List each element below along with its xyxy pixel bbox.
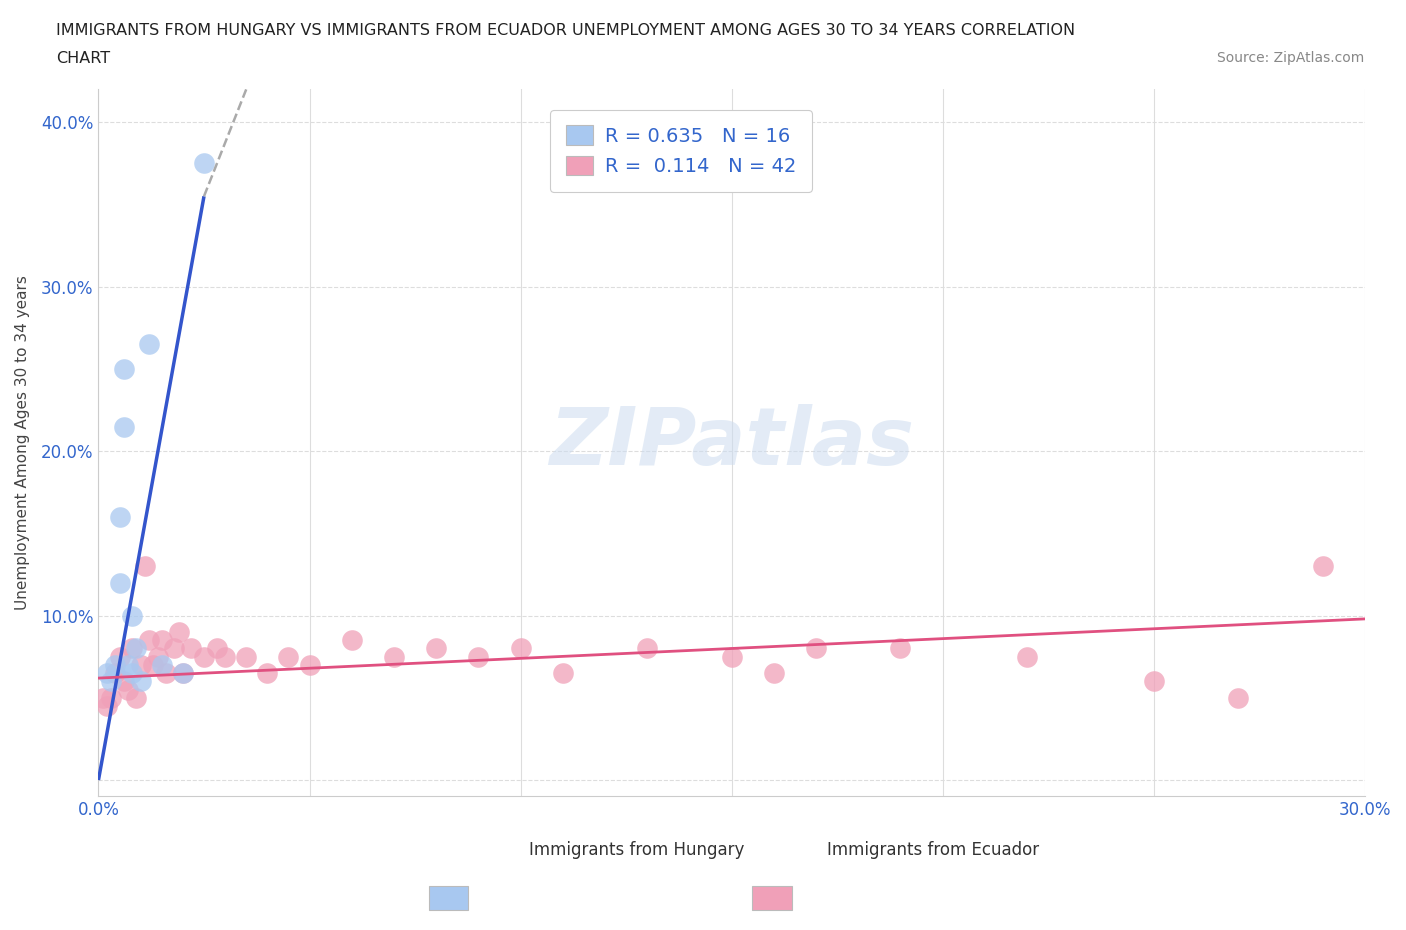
Point bbox=[193, 156, 215, 171]
Point bbox=[104, 658, 127, 672]
Point bbox=[636, 641, 658, 656]
Point bbox=[146, 649, 169, 664]
Point bbox=[100, 690, 122, 705]
Legend: R = 0.635   N = 16, R =  0.114   N = 42: R = 0.635 N = 16, R = 0.114 N = 42 bbox=[550, 110, 811, 192]
Point bbox=[205, 641, 228, 656]
Point bbox=[121, 666, 143, 681]
Point bbox=[125, 690, 148, 705]
Point bbox=[889, 641, 911, 656]
Point bbox=[121, 608, 143, 623]
Point bbox=[96, 666, 118, 681]
Point bbox=[112, 362, 135, 377]
Point bbox=[425, 641, 447, 656]
Point bbox=[214, 649, 236, 664]
Point bbox=[129, 658, 152, 672]
Point bbox=[235, 649, 257, 664]
Point bbox=[125, 641, 148, 656]
Point bbox=[117, 683, 139, 698]
Y-axis label: Unemployment Among Ages 30 to 34 years: Unemployment Among Ages 30 to 34 years bbox=[15, 275, 30, 610]
Point bbox=[108, 649, 131, 664]
Point bbox=[167, 625, 190, 640]
Point bbox=[155, 666, 177, 681]
Point bbox=[91, 690, 114, 705]
Point bbox=[138, 337, 160, 352]
Point bbox=[121, 641, 143, 656]
Point bbox=[150, 658, 173, 672]
Point bbox=[382, 649, 405, 664]
Point bbox=[108, 510, 131, 525]
Point bbox=[172, 666, 194, 681]
Point bbox=[138, 632, 160, 647]
Point bbox=[509, 641, 531, 656]
Point bbox=[112, 419, 135, 434]
Point bbox=[193, 649, 215, 664]
Point bbox=[163, 641, 186, 656]
Text: CHART: CHART bbox=[56, 51, 110, 66]
Point bbox=[804, 641, 827, 656]
Point bbox=[180, 641, 202, 656]
Text: IMMIGRANTS FROM HUNGARY VS IMMIGRANTS FROM ECUADOR UNEMPLOYMENT AMONG AGES 30 TO: IMMIGRANTS FROM HUNGARY VS IMMIGRANTS FR… bbox=[56, 23, 1076, 38]
Point bbox=[112, 674, 135, 689]
Point bbox=[1227, 690, 1250, 705]
Point bbox=[340, 632, 363, 647]
Point bbox=[720, 649, 742, 664]
Text: Immigrants from Hungary: Immigrants from Hungary bbox=[529, 841, 744, 858]
Text: Source: ZipAtlas.com: Source: ZipAtlas.com bbox=[1216, 51, 1364, 65]
Point bbox=[298, 658, 321, 672]
Point bbox=[256, 666, 278, 681]
Point bbox=[551, 666, 574, 681]
Point bbox=[142, 658, 165, 672]
Point bbox=[117, 658, 139, 672]
Point bbox=[762, 666, 785, 681]
Point bbox=[467, 649, 489, 664]
Point bbox=[134, 559, 156, 574]
Point bbox=[104, 666, 127, 681]
Point bbox=[1015, 649, 1038, 664]
Point bbox=[108, 576, 131, 591]
Text: Immigrants from Ecuador: Immigrants from Ecuador bbox=[827, 841, 1039, 858]
Point bbox=[129, 674, 152, 689]
Point bbox=[96, 698, 118, 713]
Point bbox=[150, 632, 173, 647]
Point bbox=[277, 649, 299, 664]
Point bbox=[172, 666, 194, 681]
Point bbox=[1143, 674, 1166, 689]
Text: ZIPatlas: ZIPatlas bbox=[550, 404, 914, 482]
Point bbox=[100, 674, 122, 689]
Point bbox=[1312, 559, 1334, 574]
